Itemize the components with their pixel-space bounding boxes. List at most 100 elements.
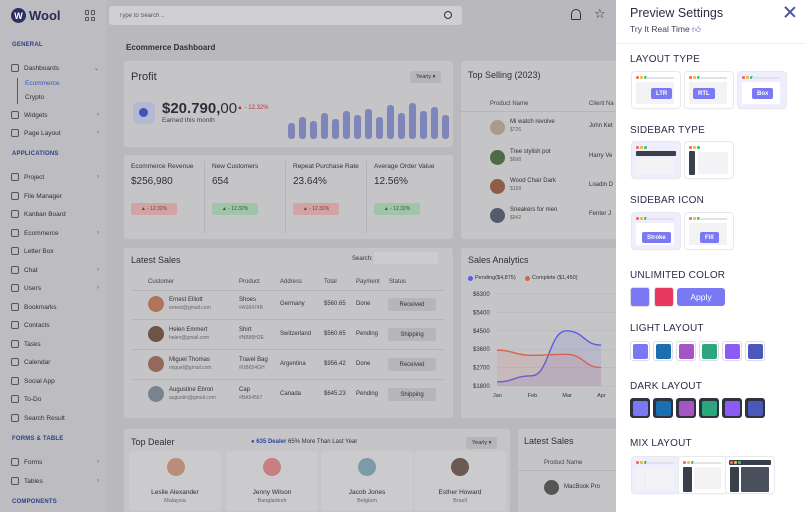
section-applications: APPLICATIONS — [12, 151, 59, 157]
sidebar-item-search-result[interactable]: Search Result — [11, 413, 99, 423]
chevron-right-icon: › — [97, 459, 99, 465]
folder-icon — [11, 192, 19, 200]
sidebar-subitem-ecommerce[interactable]: Ecommerce — [25, 80, 60, 87]
sidebar-item-bookmarks[interactable]: Bookmarks — [11, 302, 99, 312]
status-button[interactable]: Shipping — [388, 328, 436, 341]
profit-title: Profit — [131, 71, 157, 83]
series-line-0 — [496, 330, 602, 383]
dark-layout-palette — [630, 398, 765, 418]
sidebar-item-tables[interactable]: Tables › — [11, 476, 99, 486]
table-icon — [11, 477, 19, 485]
status-button[interactable]: Shipping — [388, 388, 436, 401]
color-swatch — [655, 343, 671, 359]
dealer-card[interactable]: Jenny Wilson Bangladesh — [226, 451, 318, 511]
star-icon[interactable]: ☆ — [594, 6, 606, 21]
social-icon — [11, 377, 19, 385]
profit-bar — [354, 115, 361, 139]
apply-button[interactable]: Apply — [677, 288, 725, 306]
preview-settings-panel: Preview Settings Try It Real Time 👍︎ LAY… — [616, 0, 805, 512]
profit-bar — [288, 123, 295, 139]
brand[interactable]: W Wool — [11, 8, 61, 23]
dealer-filter-dropdown[interactable]: Yearly ▾ — [466, 437, 498, 449]
sidebar-item-kanban-board[interactable]: Kanban Board — [11, 209, 99, 219]
dark-layout-color-option[interactable] — [745, 398, 765, 418]
sales-analytics-card: Sales Analytics Pending($4,875) Complete… — [461, 248, 621, 418]
sidebar-item-widgets[interactable]: Widgets › — [11, 110, 99, 120]
sidebar-item-page-layout[interactable]: Page Layout › — [11, 128, 99, 138]
top-selling-card: Top Selling (2023) Product Name Client N… — [461, 61, 621, 239]
sidebar-item-contacts[interactable]: Contacts — [11, 320, 99, 330]
light-layout-color-option[interactable] — [653, 341, 673, 361]
light-layout-color-option[interactable] — [630, 341, 650, 361]
panel-subtitle: Try It Real Time 👍︎ — [630, 24, 701, 34]
contacts-icon — [11, 321, 19, 329]
kanban-icon — [11, 210, 19, 218]
light-layout-color-option[interactable] — [745, 341, 765, 361]
legend-pending: Pending($4,875) — [468, 275, 516, 281]
top-selling-title: Top Selling (2023) — [468, 70, 541, 80]
dark-layout-color-option[interactable] — [722, 398, 742, 418]
sidebar-item-project[interactable]: Project › — [11, 172, 99, 182]
search-input[interactable] — [119, 10, 419, 21]
light-layout-color-option[interactable] — [699, 341, 719, 361]
sales-search-input[interactable] — [374, 252, 438, 264]
sidebar-icon-stroke[interactable]: Stroke — [632, 213, 680, 249]
mix-layout-light[interactable] — [632, 457, 680, 493]
sidebar-item-tasks[interactable]: Tasks — [11, 339, 99, 349]
sidebar-item-forms[interactable]: Forms › — [11, 457, 99, 467]
layout-option-rtl[interactable]: RTL — [685, 72, 733, 108]
search-icon[interactable] — [444, 11, 452, 19]
unlimited-color-label: UNLIMITED COLOR — [630, 270, 726, 281]
dealer-card[interactable]: Leslie Alexander Malaysia — [129, 451, 221, 511]
status-button[interactable]: Received — [388, 358, 436, 371]
latest-sales-title: Latest Sales — [131, 255, 181, 265]
light-layout-color-option[interactable] — [676, 341, 696, 361]
secondary-color-picker[interactable] — [654, 287, 674, 307]
metric-repeat-purchase-rate: Repeat Purchase Rate 23.64% ▲ - 12.32% — [286, 155, 366, 239]
mix-layout-sidebar-dark[interactable] — [679, 457, 727, 493]
color-swatch — [678, 343, 694, 359]
grid-toggle-icon[interactable] — [85, 10, 96, 21]
sidebar-icon-fill[interactable]: Fill — [685, 213, 733, 249]
primary-color-picker[interactable] — [630, 287, 650, 307]
profit-value: $20.790,00 — [162, 100, 238, 117]
sidebar-item-calendar[interactable]: Calendar — [11, 357, 99, 367]
sidebar-item-dashboards[interactable]: Dashboards ⌄ — [11, 63, 99, 73]
dealer-card[interactable]: Esther Howard Brazil — [414, 451, 506, 511]
close-icon[interactable] — [784, 6, 796, 18]
color-swatch — [747, 343, 763, 359]
sidebar-item-letter-box[interactable]: Letter Box — [11, 246, 99, 256]
sidebar-type-horizontal[interactable] — [632, 142, 680, 178]
sidebar-item-ecommerce[interactable]: Ecommerce › — [11, 228, 99, 238]
dark-layout-color-option[interactable] — [676, 398, 696, 418]
mix-layout-dark[interactable] — [726, 457, 774, 493]
dark-layout-color-option[interactable] — [630, 398, 650, 418]
chevron-down-icon: ⌄ — [93, 65, 99, 72]
chevron-right-icon: › — [97, 285, 99, 291]
layout-option-ltr[interactable]: LTR — [632, 72, 680, 108]
sidebar-item-to-do[interactable]: To-Do — [11, 394, 99, 404]
status-button[interactable]: Received — [388, 298, 436, 311]
sidebar-item-social-app[interactable]: Social App — [11, 376, 99, 386]
profit-bar — [431, 107, 438, 139]
dark-layout-color-option[interactable] — [653, 398, 673, 418]
sidebar-item-file-manager[interactable]: File Manager — [11, 191, 99, 201]
panel-title: Preview Settings — [630, 6, 724, 20]
sidebar-item-chat[interactable]: Chat › — [11, 265, 99, 275]
thumbs-up-icon: 👍︎ — [692, 24, 701, 34]
dark-layout-color-option[interactable] — [699, 398, 719, 418]
sidebar-subitem-crypto[interactable]: Crypto — [25, 94, 45, 101]
bookmark-icon — [11, 303, 19, 311]
layout-icon — [11, 129, 19, 137]
profit-filter-dropdown[interactable]: Yearly ▾ — [410, 71, 442, 83]
layout-option-box[interactable]: Box — [738, 72, 786, 108]
sales-analytics-title: Sales Analytics — [468, 255, 529, 265]
sidebar-item-users[interactable]: Users › — [11, 283, 99, 293]
sidebar-type-vertical[interactable] — [685, 142, 733, 178]
dealer-card[interactable]: Jacob Jones Belgium — [321, 451, 413, 511]
bell-icon[interactable] — [571, 9, 581, 20]
color-swatch — [724, 343, 740, 359]
chevron-right-icon: › — [97, 267, 99, 273]
light-layout-color-option[interactable] — [722, 341, 742, 361]
